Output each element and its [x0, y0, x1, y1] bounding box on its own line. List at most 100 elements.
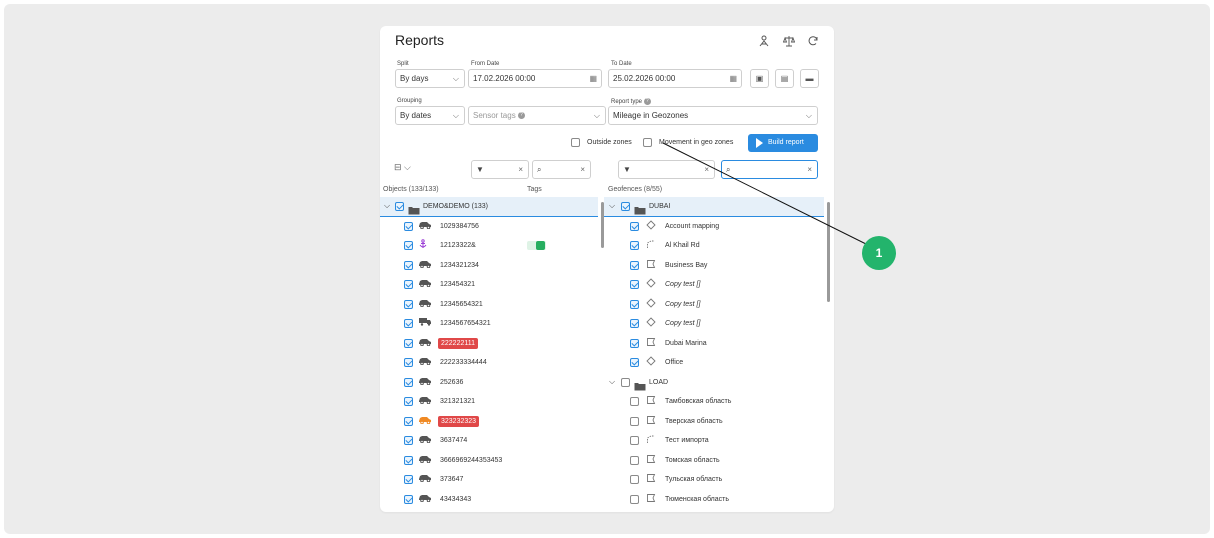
calendar-week-button[interactable]: ▤	[775, 69, 794, 88]
geofence-checkbox[interactable]	[630, 241, 639, 250]
object-row[interactable]: 1029384756	[380, 217, 598, 237]
object-checkbox[interactable]	[404, 475, 413, 484]
geofence-group-row[interactable]: ⌵ LOAD	[604, 373, 824, 393]
geofence-row[interactable]: Тамбовская область	[604, 392, 824, 412]
object-row[interactable]: 12123322&	[380, 236, 598, 256]
objects-scrollbar[interactable]	[601, 202, 604, 248]
group-checkbox[interactable]	[621, 377, 630, 387]
objects-filter-input[interactable]: ▼ ×	[471, 160, 529, 179]
folder-icon	[634, 202, 646, 220]
geofence-row[interactable]: Dubai Marina	[604, 334, 824, 354]
calendar-month-button[interactable]: ▬	[800, 69, 819, 88]
object-checkbox[interactable]	[404, 358, 413, 367]
object-row[interactable]: 123454321	[380, 275, 598, 295]
calendar-icon[interactable]: ▦	[589, 74, 597, 83]
geofence-row[interactable]: Тест импорта	[604, 431, 824, 451]
group-checkbox[interactable]	[395, 202, 404, 211]
object-checkbox[interactable]	[404, 280, 413, 289]
object-checkbox[interactable]	[404, 260, 413, 270]
object-checkbox[interactable]	[404, 221, 413, 231]
geofence-row[interactable]: Тюменская область	[604, 490, 824, 510]
object-checkbox[interactable]	[404, 494, 413, 504]
geofence-checkbox[interactable]	[630, 260, 639, 270]
object-checkbox[interactable]	[404, 455, 413, 465]
object-checkbox[interactable]	[404, 319, 413, 328]
object-name: 252636	[440, 378, 464, 386]
geofence-row[interactable]: Copy test []	[604, 314, 824, 334]
object-row[interactable]: 3637474	[380, 431, 598, 451]
geofence-checkbox[interactable]	[630, 416, 639, 426]
geofence-checkbox[interactable]	[630, 280, 639, 289]
chevron-down-icon[interactable]: ⌵	[384, 201, 391, 210]
object-row[interactable]: 222222111	[380, 334, 598, 354]
close-icon[interactable]: ×	[807, 165, 812, 174]
object-group-row[interactable]: ⌵ DEMO&DEMO (133)	[380, 197, 598, 217]
object-checkbox[interactable]	[404, 338, 413, 348]
object-row[interactable]: 323232323	[380, 412, 598, 432]
object-checkbox[interactable]	[404, 397, 413, 406]
geofence-row[interactable]: Copy test []	[604, 295, 824, 315]
chevron-down-icon[interactable]: ⌵	[609, 376, 616, 386]
scales-icon[interactable]	[782, 35, 796, 49]
callout-badge: 1	[862, 236, 896, 270]
object-checkbox[interactable]	[404, 241, 413, 250]
close-icon[interactable]: ×	[518, 165, 523, 174]
object-row[interactable]: 252636	[380, 373, 598, 393]
object-row[interactable]: 222233334444	[380, 353, 598, 373]
geofences-scrollbar[interactable]	[827, 202, 830, 302]
geofence-checkbox[interactable]	[630, 494, 639, 504]
geofence-checkbox[interactable]	[630, 221, 639, 231]
tree-view-toggle[interactable]: ⊟ ⌵	[394, 162, 411, 172]
geofence-checkbox[interactable]	[630, 319, 639, 328]
calendar-icon[interactable]: ▦	[729, 74, 737, 83]
object-checkbox[interactable]	[404, 436, 413, 445]
geofences-filter-input[interactable]: ▼ ×	[618, 160, 715, 179]
sensor-tags-select[interactable]: Sensor tags ? ⌵	[468, 106, 606, 125]
close-icon[interactable]: ×	[580, 165, 585, 174]
calendar-day-button[interactable]: ▣	[750, 69, 769, 88]
geofence-row[interactable]: Office	[604, 353, 824, 373]
object-row[interactable]: 1234321234	[380, 256, 598, 276]
geofence-group-row[interactable]: ⌵ DUBAI	[604, 197, 824, 217]
help-icon[interactable]: ?	[517, 112, 525, 120]
geofence-row[interactable]: Тверская область	[604, 412, 824, 432]
geofence-checkbox[interactable]	[630, 299, 639, 309]
geofence-row[interactable]: Account mapping	[604, 217, 824, 237]
close-icon[interactable]: ×	[704, 165, 709, 174]
refresh-icon[interactable]	[806, 35, 820, 49]
geofence-checkbox[interactable]	[630, 455, 639, 465]
help-icon[interactable]: ?	[643, 98, 651, 105]
user-tree-icon[interactable]	[757, 35, 771, 49]
geofence-row[interactable]: Томская область	[604, 451, 824, 471]
geofence-checkbox[interactable]	[630, 358, 639, 367]
geofence-checkbox[interactable]	[630, 338, 639, 348]
outside-zones-checkbox[interactable]	[571, 138, 580, 147]
movement-in-geo-zones-checkbox[interactable]	[643, 138, 652, 147]
from-date-input[interactable]: 17.02.2026 00:00 ▦	[468, 69, 602, 88]
object-checkbox[interactable]	[404, 416, 413, 426]
geofence-checkbox[interactable]	[630, 397, 639, 406]
split-select[interactable]: By days ⌵	[395, 69, 465, 88]
object-checkbox[interactable]	[404, 299, 413, 309]
object-row[interactable]: 3666969244353453	[380, 451, 598, 471]
geofences-search-input[interactable]: ⌕ ×	[721, 160, 818, 179]
object-row[interactable]: 12345654321	[380, 295, 598, 315]
build-report-button[interactable]: Build report	[748, 134, 818, 152]
geofence-checkbox[interactable]	[630, 475, 639, 484]
geofence-row[interactable]: Business Bay	[604, 256, 824, 276]
object-row[interactable]: 43434343	[380, 490, 598, 510]
grouping-select[interactable]: By dates ⌵	[395, 106, 465, 125]
to-date-input[interactable]: 25.02.2026 00:00 ▦	[608, 69, 742, 88]
group-checkbox[interactable]	[621, 202, 630, 211]
object-row[interactable]: 321321321	[380, 392, 598, 412]
geofence-row[interactable]: Al Khail Rd	[604, 236, 824, 256]
objects-search-input[interactable]: ⌕ ×	[532, 160, 591, 179]
report-type-select[interactable]: Mileage in Geozones ⌵	[608, 106, 818, 125]
object-row[interactable]: 1234567654321	[380, 314, 598, 334]
geofence-checkbox[interactable]	[630, 436, 639, 445]
chevron-down-icon[interactable]: ⌵	[609, 201, 616, 210]
geofence-row[interactable]: Copy test []	[604, 275, 824, 295]
object-checkbox[interactable]	[404, 377, 413, 387]
geofence-row[interactable]: Тульская область	[604, 470, 824, 490]
object-row[interactable]: 373647	[380, 470, 598, 490]
